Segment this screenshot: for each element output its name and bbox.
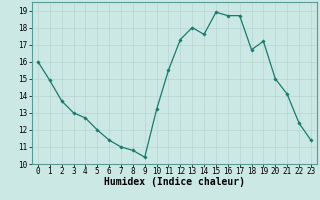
X-axis label: Humidex (Indice chaleur): Humidex (Indice chaleur) bbox=[104, 177, 245, 187]
